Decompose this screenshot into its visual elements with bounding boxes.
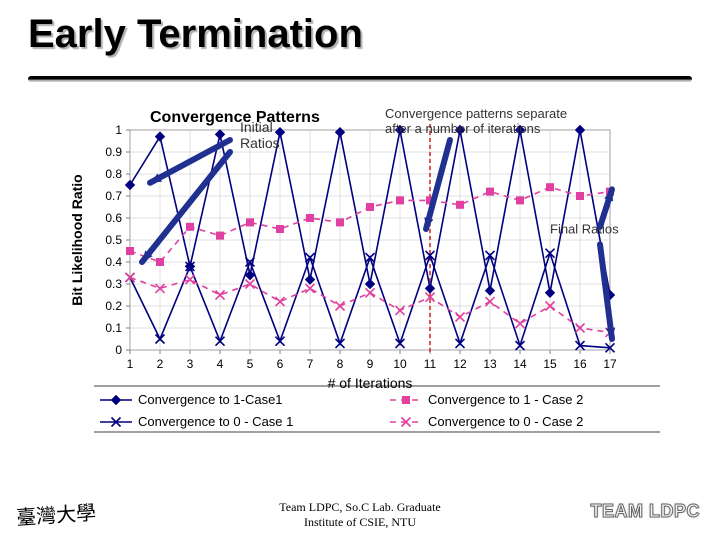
svg-text:10: 10 xyxy=(393,357,407,371)
svg-text:Ratios: Ratios xyxy=(240,135,280,151)
svg-text:11: 11 xyxy=(424,357,437,371)
title-underline xyxy=(28,76,692,82)
svg-text:0.3: 0.3 xyxy=(105,277,122,291)
svg-text:Convergence to 0 - Case 1: Convergence to 0 - Case 1 xyxy=(138,414,293,429)
team-logo: TEAM LDPC xyxy=(591,501,701,522)
slide-title: Early Termination xyxy=(28,12,363,57)
chart-container: 123456789101112131415161700.10.20.30.40.… xyxy=(60,100,660,470)
svg-text:17: 17 xyxy=(603,357,617,371)
svg-text:15: 15 xyxy=(543,357,557,371)
svg-text:0.9: 0.9 xyxy=(105,145,122,159)
svg-text:3: 3 xyxy=(187,357,194,371)
svg-text:Convergence patterns separate: Convergence patterns separate xyxy=(385,106,567,121)
svg-text:9: 9 xyxy=(367,357,374,371)
svg-text:0.4: 0.4 xyxy=(105,255,122,269)
footer-line1: Team LDPC, So.C Lab. Graduate xyxy=(279,500,440,514)
svg-text:Convergence to 1 - Case 2: Convergence to 1 - Case 2 xyxy=(428,392,583,407)
svg-text:Final Ratios: Final Ratios xyxy=(550,221,619,236)
svg-text:7: 7 xyxy=(307,357,314,371)
svg-text:after a number of iterations: after a number of iterations xyxy=(385,121,541,136)
svg-text:14: 14 xyxy=(513,357,527,371)
svg-text:2: 2 xyxy=(157,357,164,371)
svg-text:0.1: 0.1 xyxy=(105,321,122,335)
svg-text:0.5: 0.5 xyxy=(105,233,122,247)
svg-text:1: 1 xyxy=(127,357,134,371)
svg-text:6: 6 xyxy=(277,357,284,371)
svg-text:1: 1 xyxy=(115,123,122,137)
svg-text:0.6: 0.6 xyxy=(105,211,122,225)
svg-text:0.7: 0.7 xyxy=(105,189,122,203)
svg-text:5: 5 xyxy=(247,357,254,371)
svg-text:Bit Likelihood Ratio: Bit Likelihood Ratio xyxy=(69,174,85,305)
svg-text:12: 12 xyxy=(453,357,467,371)
svg-text:13: 13 xyxy=(483,357,497,371)
svg-text:4: 4 xyxy=(217,357,224,371)
svg-text:Convergence Patterns: Convergence Patterns xyxy=(150,109,320,126)
svg-text:Convergence to 1-Case1: Convergence to 1-Case1 xyxy=(138,392,283,407)
svg-text:16: 16 xyxy=(573,357,587,371)
svg-text:0.2: 0.2 xyxy=(105,299,122,313)
university-logo: 臺灣大學 xyxy=(15,496,97,531)
footer-line2: Institute of CSIE, NTU xyxy=(304,515,416,529)
slide: Early Termination 1234567891011121314151… xyxy=(0,0,720,540)
svg-text:Initial: Initial xyxy=(240,119,273,135)
svg-text:8: 8 xyxy=(337,357,344,371)
svg-text:0.8: 0.8 xyxy=(105,167,122,181)
svg-text:0: 0 xyxy=(115,343,122,357)
chart-svg: 123456789101112131415161700.10.20.30.40.… xyxy=(60,100,660,470)
svg-text:Convergence to 0 - Case 2: Convergence to 0 - Case 2 xyxy=(428,414,583,429)
svg-text:# of Iterations: # of Iterations xyxy=(328,375,413,391)
